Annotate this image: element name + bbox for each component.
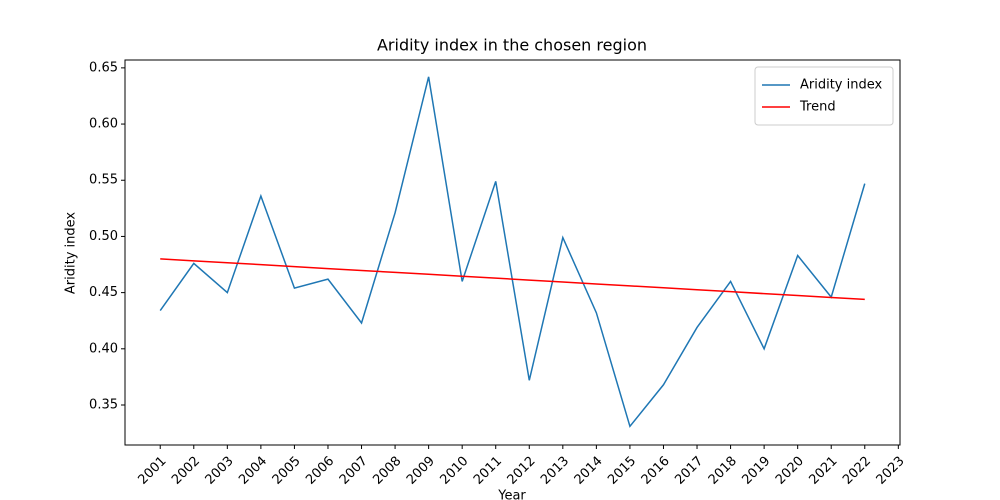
x-tick-label: 2005 — [270, 454, 304, 488]
chart-title: Aridity index in the chosen region — [377, 36, 647, 55]
x-tick-label: 2011 — [471, 454, 505, 488]
x-tick-label: 2020 — [773, 454, 807, 488]
x-tick-label: 2009 — [404, 454, 438, 488]
legend-label: Aridity index — [800, 78, 883, 93]
x-tick-label: 2013 — [538, 454, 572, 488]
x-tick-label: 2008 — [370, 454, 404, 488]
y-tick-label: 0.55 — [89, 173, 118, 188]
series-line — [159, 76, 866, 428]
y-tick-label: 0.65 — [89, 60, 118, 75]
x-tick-label: 2007 — [337, 454, 371, 488]
x-tick-label: 2017 — [672, 454, 706, 488]
y-tick-label: 0.60 — [89, 117, 118, 132]
y-tick-label: 0.45 — [89, 285, 118, 300]
x-tick-label: 2012 — [505, 454, 539, 488]
x-tick-label: 2021 — [807, 454, 841, 488]
y-tick-label: 0.50 — [89, 229, 118, 244]
x-tick-label: 2018 — [706, 454, 740, 488]
x-tick-label: 2002 — [169, 454, 203, 488]
y-tick-label: 0.35 — [89, 397, 118, 412]
x-axis-label: Year — [497, 489, 526, 500]
x-tick-label: 2015 — [605, 454, 639, 488]
y-tick-label: 0.40 — [89, 341, 118, 356]
x-tick-label: 2022 — [840, 454, 874, 488]
x-tick-label: 2010 — [437, 454, 471, 488]
plot-frame — [124, 59, 901, 446]
x-tick-label: 2016 — [639, 454, 673, 488]
x-tick-label: 2003 — [203, 454, 237, 488]
x-tick-label: 2023 — [874, 454, 908, 488]
series-line — [160, 258, 865, 301]
x-tick-label: 2006 — [303, 454, 337, 488]
legend-box — [754, 66, 894, 126]
x-tick-label: 2001 — [136, 454, 170, 488]
legend-label: Trend — [799, 100, 836, 115]
x-tick-label: 2019 — [739, 454, 773, 488]
x-tick-label: 2004 — [236, 454, 270, 488]
y-axis-label: Aridity index — [64, 212, 79, 295]
x-tick-label: 2014 — [572, 454, 606, 488]
